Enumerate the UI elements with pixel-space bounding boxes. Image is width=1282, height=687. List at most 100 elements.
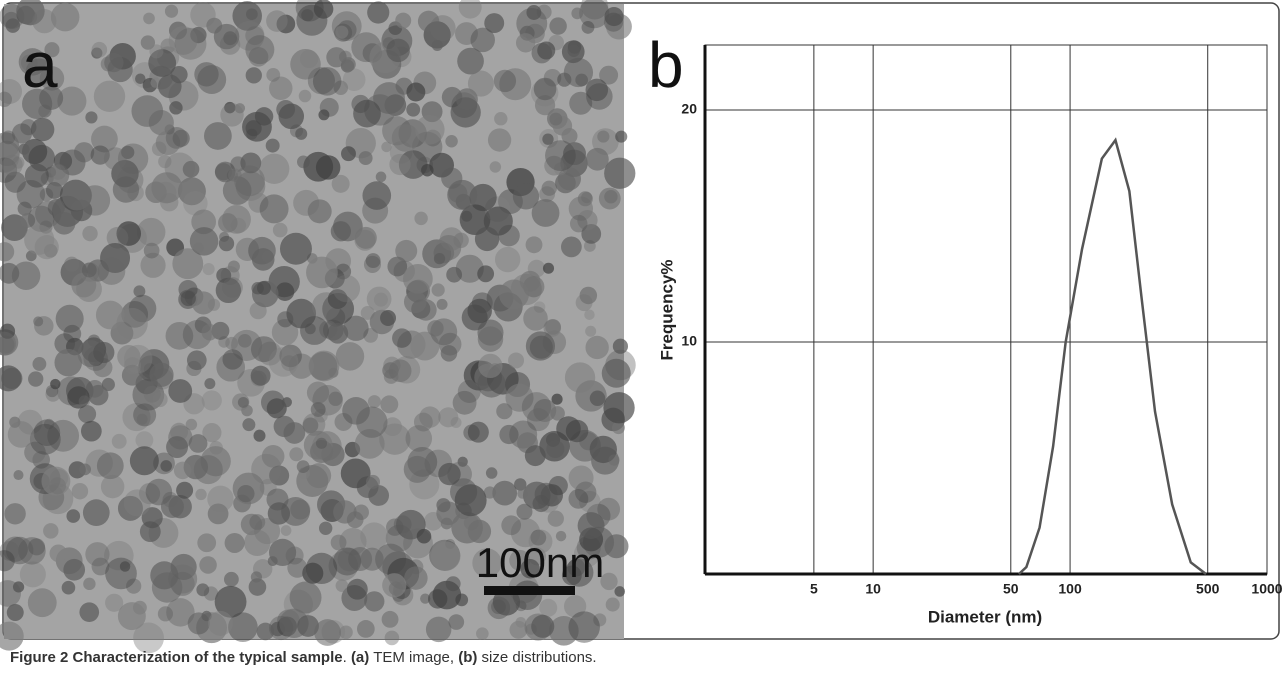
particle [580, 0, 609, 20]
particle [512, 183, 540, 210]
particle [420, 593, 431, 604]
particle [81, 262, 97, 278]
particle [604, 7, 624, 27]
particle [19, 561, 46, 588]
particle [403, 455, 431, 483]
particle [0, 580, 21, 607]
particle [164, 152, 196, 184]
particle [318, 521, 333, 535]
particle [139, 521, 161, 543]
particle [45, 386, 61, 402]
particle [358, 151, 373, 166]
particle [269, 465, 290, 486]
particle [157, 606, 174, 622]
particle [384, 630, 400, 646]
particle [123, 489, 151, 517]
particle [551, 393, 563, 405]
particle [457, 47, 484, 75]
particle [305, 552, 338, 585]
particle [577, 210, 598, 231]
particle [603, 392, 635, 424]
particle [166, 436, 189, 459]
y-tick-label: 20 [681, 101, 697, 117]
particle [585, 78, 609, 102]
particle [564, 558, 594, 587]
particle [63, 324, 82, 343]
particle [526, 5, 542, 20]
particle [483, 486, 497, 499]
particle [335, 579, 349, 592]
particle [32, 357, 47, 371]
particle [253, 429, 266, 442]
particle [515, 616, 527, 628]
caption: Figure 2 Characterization of the typical… [10, 649, 597, 666]
particle [79, 463, 92, 476]
particle [78, 395, 91, 407]
particle [213, 23, 240, 50]
particle [151, 172, 183, 204]
particle [579, 0, 610, 29]
particle [216, 267, 232, 283]
particle [365, 253, 381, 269]
particle [604, 157, 636, 189]
particle [501, 515, 522, 536]
particle [499, 424, 519, 445]
particle [202, 263, 215, 276]
particle [575, 294, 593, 312]
particle [472, 548, 502, 578]
particle [278, 103, 305, 130]
particle [266, 10, 288, 32]
particle [250, 365, 271, 386]
particle [183, 190, 208, 216]
particle [608, 454, 620, 466]
particle [346, 578, 368, 600]
particle [450, 416, 462, 428]
particle [71, 272, 97, 298]
particle [63, 558, 86, 581]
particle [216, 352, 246, 382]
particle [307, 67, 335, 95]
particle [218, 213, 238, 233]
particle [414, 211, 428, 226]
particle [564, 362, 596, 393]
particle [547, 510, 564, 527]
particle [516, 33, 536, 53]
particle [340, 458, 371, 489]
particle [333, 547, 362, 576]
particle [279, 344, 302, 368]
particle [364, 591, 385, 612]
particle [222, 277, 243, 298]
particle [381, 141, 392, 153]
particle [248, 192, 269, 213]
particle [341, 146, 356, 162]
particle [433, 252, 446, 265]
particle [105, 557, 137, 590]
particle [413, 412, 433, 432]
particle [549, 112, 563, 126]
particle [1, 130, 16, 145]
particle [197, 533, 217, 553]
scale-bar [484, 586, 575, 595]
particle [388, 359, 412, 383]
x-axis-label: Diameter (nm) [928, 607, 1042, 626]
particle [451, 511, 483, 544]
particle [585, 147, 609, 171]
particle [112, 176, 140, 203]
particle [50, 164, 66, 180]
particle [308, 350, 340, 382]
particle [549, 616, 579, 646]
particle [265, 138, 280, 153]
particle [164, 4, 179, 18]
particle [237, 333, 252, 348]
particle [55, 304, 84, 333]
particle [165, 322, 194, 350]
particle [228, 612, 258, 643]
particle [438, 462, 461, 486]
particle [605, 349, 636, 381]
particle [268, 347, 299, 377]
particle [298, 467, 310, 480]
particle [191, 291, 215, 315]
particle [91, 41, 108, 58]
particle [333, 80, 349, 95]
